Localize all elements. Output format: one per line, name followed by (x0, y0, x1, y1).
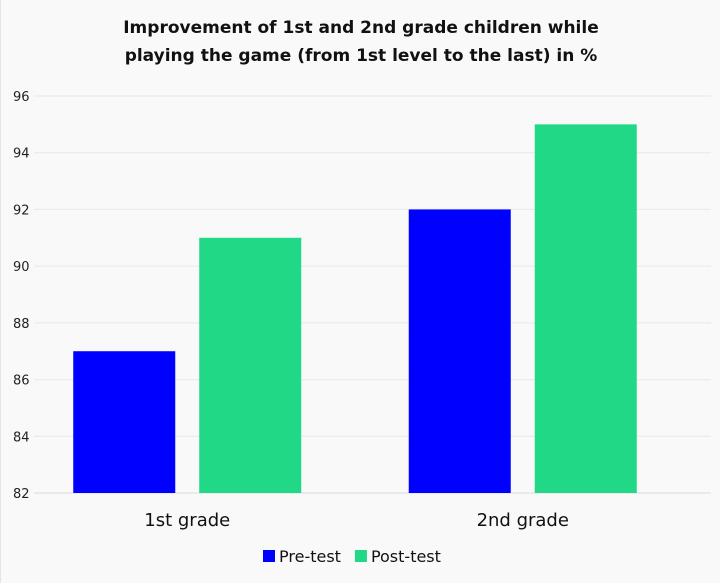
x-category-label: 2nd grade (477, 510, 569, 531)
bar-pre-test-2 (408, 209, 511, 493)
y-tick-label: 94 (13, 147, 30, 162)
y-tick-label: 96 (13, 90, 30, 105)
legend-swatch (354, 550, 367, 562)
bar-pre-test-1 (73, 351, 176, 493)
y-tick-label: 82 (13, 487, 30, 502)
y-tick-label: 88 (13, 317, 30, 332)
x-category-label: 1st grade (144, 510, 230, 531)
legend-label: Post-test (371, 547, 441, 566)
legend-label: Pre-test (279, 547, 341, 566)
y-tick-label: 84 (13, 430, 30, 445)
y-tick-label: 90 (13, 260, 30, 275)
chart-title-line-2: playing the game (from 1st level to the … (124, 46, 598, 66)
bar-post-test-1 (199, 237, 302, 493)
bar-post-test-2 (534, 124, 637, 493)
chart-title: Improvement of 1st and 2nd grade childre… (1, 14, 720, 70)
legend-swatch (263, 550, 275, 562)
y-tick-label: 92 (13, 203, 30, 218)
chart-title-line-1: Improvement of 1st and 2nd grade childre… (123, 18, 599, 38)
y-tick-label: 86 (13, 374, 30, 389)
